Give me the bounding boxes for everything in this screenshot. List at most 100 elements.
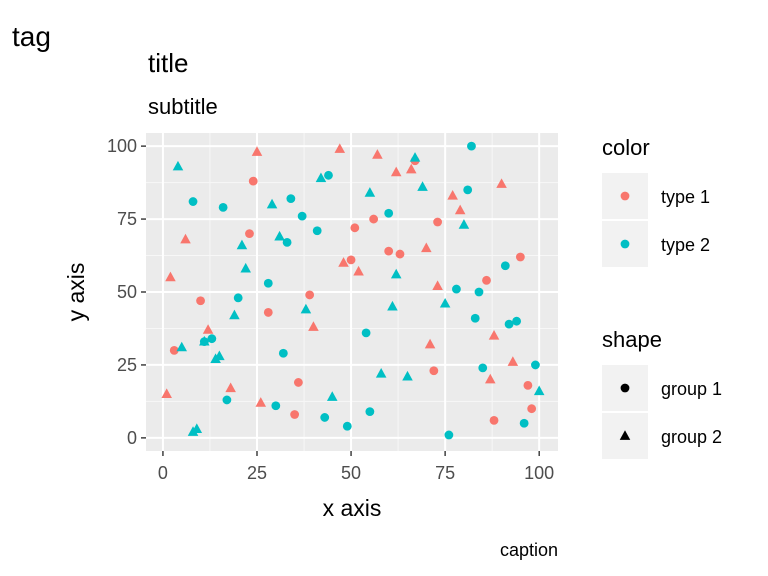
triangle-point — [229, 309, 240, 320]
legend-label: type 2 — [661, 235, 710, 255]
legend-label: group 2 — [661, 427, 722, 447]
circle-point — [278, 348, 288, 358]
triangle-point — [424, 338, 436, 349]
circle-point — [444, 430, 454, 440]
triangle-point — [439, 297, 451, 308]
circle-point — [500, 261, 510, 271]
triangle-point — [240, 262, 251, 273]
x-axis-label: x axis — [323, 495, 382, 521]
triangle-point — [300, 303, 312, 314]
circle-point — [489, 415, 499, 425]
triangle-point — [326, 391, 338, 401]
triangle-point — [161, 388, 172, 398]
legends: color type 1 type 2 shape group 1 group 2 — [602, 135, 722, 459]
triangle-point — [255, 397, 267, 407]
legend-symbol — [620, 383, 630, 393]
legend-symbol — [620, 239, 630, 249]
circle-point — [297, 211, 307, 221]
circle-point — [342, 421, 352, 431]
x-tick-label: 0 — [158, 463, 168, 483]
triangle-point — [199, 335, 210, 346]
circle-point — [470, 313, 480, 323]
circle-point — [523, 380, 533, 390]
triangle-point — [353, 265, 364, 276]
triangle-point — [454, 204, 466, 215]
x-tick-label: 25 — [247, 463, 267, 483]
chart-caption: caption — [500, 540, 558, 560]
triangle-point — [405, 163, 417, 174]
axes: 0 25 50 75 100 0 25 50 75 100 — [107, 136, 554, 483]
triangle-point — [432, 280, 443, 291]
circle-point — [384, 246, 394, 256]
circle-point — [504, 319, 514, 329]
circle-point — [233, 293, 243, 303]
legend-title: color — [602, 135, 650, 160]
circle-point — [346, 255, 356, 265]
triangle-point — [402, 370, 413, 381]
y-tick-label: 75 — [117, 209, 137, 229]
y-tick-label: 50 — [117, 282, 137, 302]
circle-point — [474, 287, 484, 297]
circle-point — [361, 328, 371, 338]
y-tick-label: 100 — [107, 136, 137, 156]
circle-point — [467, 141, 476, 151]
circle-point — [369, 214, 379, 224]
circle-point — [515, 252, 525, 262]
triangle-point — [387, 300, 398, 311]
circle-point — [222, 395, 232, 405]
circle-point — [263, 278, 273, 288]
triangle-point — [308, 321, 319, 331]
triangle-point — [236, 239, 248, 250]
circle-point — [245, 229, 254, 239]
triangle-point — [191, 423, 203, 434]
circle-point — [218, 202, 228, 212]
triangle-point — [390, 268, 402, 279]
triangle-point — [372, 149, 383, 159]
grid-lines — [146, 133, 558, 451]
legend-label: type 1 — [661, 187, 710, 207]
y-axis-label: y axis — [63, 263, 89, 322]
circle-point — [452, 284, 461, 294]
triangle-point — [202, 324, 214, 334]
circle-point — [282, 238, 292, 247]
circle-point — [463, 185, 473, 195]
triangle-point — [338, 257, 349, 267]
triangle-point — [364, 187, 376, 197]
circle-point — [395, 249, 405, 259]
x-tick-label: 100 — [524, 463, 554, 483]
triangle-point — [421, 242, 432, 253]
triangle-point — [266, 198, 278, 209]
triangle-point — [375, 367, 387, 378]
circle-point — [290, 410, 300, 419]
circle-point — [207, 334, 217, 344]
triangle-point — [176, 341, 188, 352]
plot-tag: tag — [12, 21, 51, 52]
triangle-point — [409, 152, 421, 162]
circle-point — [350, 223, 360, 233]
triangle-point — [447, 189, 458, 200]
triangle-point — [251, 146, 263, 156]
triangle-point — [458, 219, 470, 229]
circle-point — [429, 366, 439, 376]
triangle-point — [274, 230, 285, 241]
data-points — [161, 141, 545, 440]
circle-point — [305, 290, 315, 300]
circle-point — [482, 275, 491, 285]
circle-point — [519, 418, 529, 428]
circle-point — [320, 413, 330, 422]
circle-point — [433, 217, 442, 227]
circle-point — [478, 363, 488, 373]
legend-label: group 1 — [661, 379, 722, 399]
triangle-point — [390, 166, 402, 177]
triangle-point — [488, 330, 500, 340]
circle-point — [324, 170, 333, 180]
circle-point — [286, 194, 296, 204]
circle-point — [271, 401, 281, 411]
circle-point — [196, 296, 205, 306]
legend-symbol — [620, 191, 630, 201]
chart-subtitle: subtitle — [148, 94, 218, 119]
circle-point — [293, 378, 303, 387]
circle-point — [531, 360, 540, 370]
circle-point — [169, 345, 179, 355]
x-tick-label: 50 — [341, 463, 361, 483]
